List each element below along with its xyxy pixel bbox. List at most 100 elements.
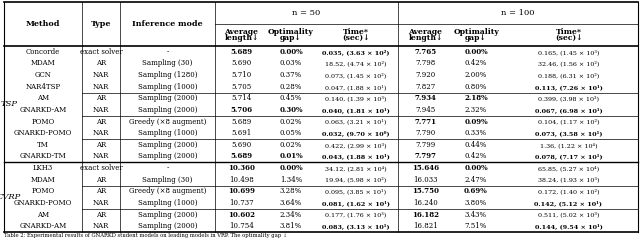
Text: NAR: NAR: [93, 153, 109, 160]
Text: 0.02%: 0.02%: [280, 141, 302, 149]
Text: 16.240: 16.240: [413, 199, 438, 207]
Text: 3.43%: 3.43%: [465, 211, 487, 218]
Text: Inference mode: Inference mode: [132, 20, 203, 28]
Text: 0.37%: 0.37%: [280, 71, 302, 79]
Text: 0.511, (5.02 × 10³): 0.511, (5.02 × 10³): [538, 212, 599, 217]
Text: 0.00%: 0.00%: [279, 48, 303, 56]
Text: Sampling (2000): Sampling (2000): [138, 153, 197, 160]
Text: POMO: POMO: [31, 187, 54, 195]
Text: (sec)↓: (sec)↓: [342, 34, 370, 42]
Text: AM: AM: [37, 94, 49, 102]
Text: 3.28%: 3.28%: [280, 187, 302, 195]
Text: 38.24, (1.93 × 10³): 38.24, (1.93 × 10³): [538, 177, 599, 183]
Text: 0.104, (1.17 × 10²): 0.104, (1.17 × 10²): [538, 119, 599, 124]
Text: 0.140, (1.39 × 10³): 0.140, (1.39 × 10³): [325, 95, 387, 101]
Text: 5.689: 5.689: [230, 153, 253, 160]
Text: Average: Average: [225, 28, 259, 36]
Text: 0.113, (7.26 × 10¹): 0.113, (7.26 × 10¹): [534, 84, 602, 90]
Text: 5.689: 5.689: [230, 48, 253, 56]
Text: 0.165, (1.45 × 10³): 0.165, (1.45 × 10³): [538, 49, 599, 55]
Text: 65.85, (5.27 × 10⁴): 65.85, (5.27 × 10⁴): [538, 165, 599, 171]
Text: 0.032, (9.70 × 10⁰): 0.032, (9.70 × 10⁰): [322, 130, 390, 136]
Text: 10.602: 10.602: [228, 211, 255, 218]
Text: Time*: Time*: [556, 28, 582, 36]
Text: 0.02%: 0.02%: [280, 118, 302, 125]
Text: 0.144, (9.54 × 10¹): 0.144, (9.54 × 10¹): [534, 223, 602, 229]
Text: 0.043, (1.88 × 10¹): 0.043, (1.88 × 10¹): [322, 154, 390, 159]
Text: 5.710: 5.710: [232, 71, 252, 79]
Text: GNARKD-AM: GNARKD-AM: [19, 222, 67, 230]
Text: gap↓: gap↓: [465, 34, 487, 42]
Text: -: -: [166, 164, 169, 172]
Text: 0.09%: 0.09%: [464, 118, 488, 125]
Text: 15.646: 15.646: [412, 164, 439, 172]
Text: Sampling (2000): Sampling (2000): [138, 222, 197, 230]
Text: 0.03%: 0.03%: [280, 60, 302, 67]
Text: 16.033: 16.033: [413, 176, 438, 184]
Text: Optimality: Optimality: [268, 28, 314, 36]
Text: 7.798: 7.798: [415, 60, 436, 67]
Text: 0.42%: 0.42%: [465, 60, 487, 67]
Text: 7.827: 7.827: [415, 83, 436, 91]
Text: 0.80%: 0.80%: [465, 83, 487, 91]
Text: 5.705: 5.705: [232, 83, 252, 91]
Text: 0.00%: 0.00%: [464, 164, 488, 172]
Text: 7.934: 7.934: [415, 94, 436, 102]
Text: Method: Method: [26, 20, 60, 28]
Text: GNARKD-POMO: GNARKD-POMO: [14, 199, 72, 207]
Text: 5.690: 5.690: [232, 60, 252, 67]
Text: 5.706: 5.706: [230, 106, 253, 114]
Text: 10.699: 10.699: [228, 187, 255, 195]
Text: 5.690: 5.690: [232, 141, 252, 149]
Text: 0.42%: 0.42%: [465, 153, 487, 160]
Text: 1.36, (1.22 × 10⁴): 1.36, (1.22 × 10⁴): [540, 142, 597, 148]
Text: GNARKD-AM: GNARKD-AM: [19, 106, 67, 114]
Text: AR: AR: [96, 118, 106, 125]
Text: 2.32%: 2.32%: [465, 106, 487, 114]
Text: Sampling (1000): Sampling (1000): [138, 199, 197, 207]
Text: 0.01%: 0.01%: [279, 153, 303, 160]
Text: exact solver: exact solver: [79, 48, 122, 56]
Text: 0.30%: 0.30%: [279, 106, 303, 114]
Text: NAR: NAR: [93, 83, 109, 91]
Text: 0.44%: 0.44%: [465, 141, 487, 149]
Text: GNARKD-POMO: GNARKD-POMO: [14, 129, 72, 137]
Text: MDAM: MDAM: [31, 176, 56, 184]
Text: CVRP: CVRP: [0, 193, 21, 201]
Text: 0.28%: 0.28%: [280, 83, 302, 91]
Text: 0.05%: 0.05%: [280, 129, 302, 137]
Text: TSP: TSP: [1, 100, 17, 108]
Text: 3.64%: 3.64%: [280, 199, 302, 207]
Text: 5.714: 5.714: [232, 94, 252, 102]
Text: NAR: NAR: [93, 199, 109, 207]
Text: 0.00%: 0.00%: [464, 48, 488, 56]
Text: NAR: NAR: [93, 222, 109, 230]
Text: 0.69%: 0.69%: [464, 187, 488, 195]
Text: AR: AR: [96, 211, 106, 218]
Text: Sampling (2000): Sampling (2000): [138, 106, 197, 114]
Text: 10.498: 10.498: [229, 176, 254, 184]
Text: Optimality: Optimality: [453, 28, 499, 36]
Text: 0.177, (1.76 × 10³): 0.177, (1.76 × 10³): [325, 212, 387, 217]
Text: Sampling (30): Sampling (30): [142, 60, 193, 67]
Text: 10.360: 10.360: [228, 164, 255, 172]
Text: 32.46, (1.56 × 10²): 32.46, (1.56 × 10²): [538, 61, 599, 66]
Text: Table 2: Experimental results of GNARKD student models on leading models in VRP.: Table 2: Experimental results of GNARKD …: [4, 233, 287, 238]
Text: 2.47%: 2.47%: [465, 176, 487, 184]
Text: n = 50: n = 50: [292, 9, 321, 17]
Text: (sec)↓: (sec)↓: [555, 34, 582, 42]
Text: 0.188, (6.31 × 10²): 0.188, (6.31 × 10²): [538, 72, 599, 78]
Text: 0.047, (1.88 × 10¹): 0.047, (1.88 × 10¹): [325, 84, 387, 90]
Text: AR: AR: [96, 187, 106, 195]
Text: GCN: GCN: [35, 71, 51, 79]
Text: 5.691: 5.691: [232, 129, 252, 137]
Text: length↓: length↓: [224, 34, 259, 42]
Text: NAR: NAR: [93, 106, 109, 114]
Text: 0.063, (3.21 × 10¹): 0.063, (3.21 × 10¹): [325, 119, 387, 124]
Text: 7.945: 7.945: [415, 106, 436, 114]
Text: 2.00%: 2.00%: [465, 71, 487, 79]
Text: Sampling (1000): Sampling (1000): [138, 83, 197, 91]
Text: 0.078, (7.17 × 10¹): 0.078, (7.17 × 10¹): [534, 154, 602, 159]
Text: n = 100: n = 100: [501, 9, 535, 17]
Text: Time*: Time*: [343, 28, 369, 36]
